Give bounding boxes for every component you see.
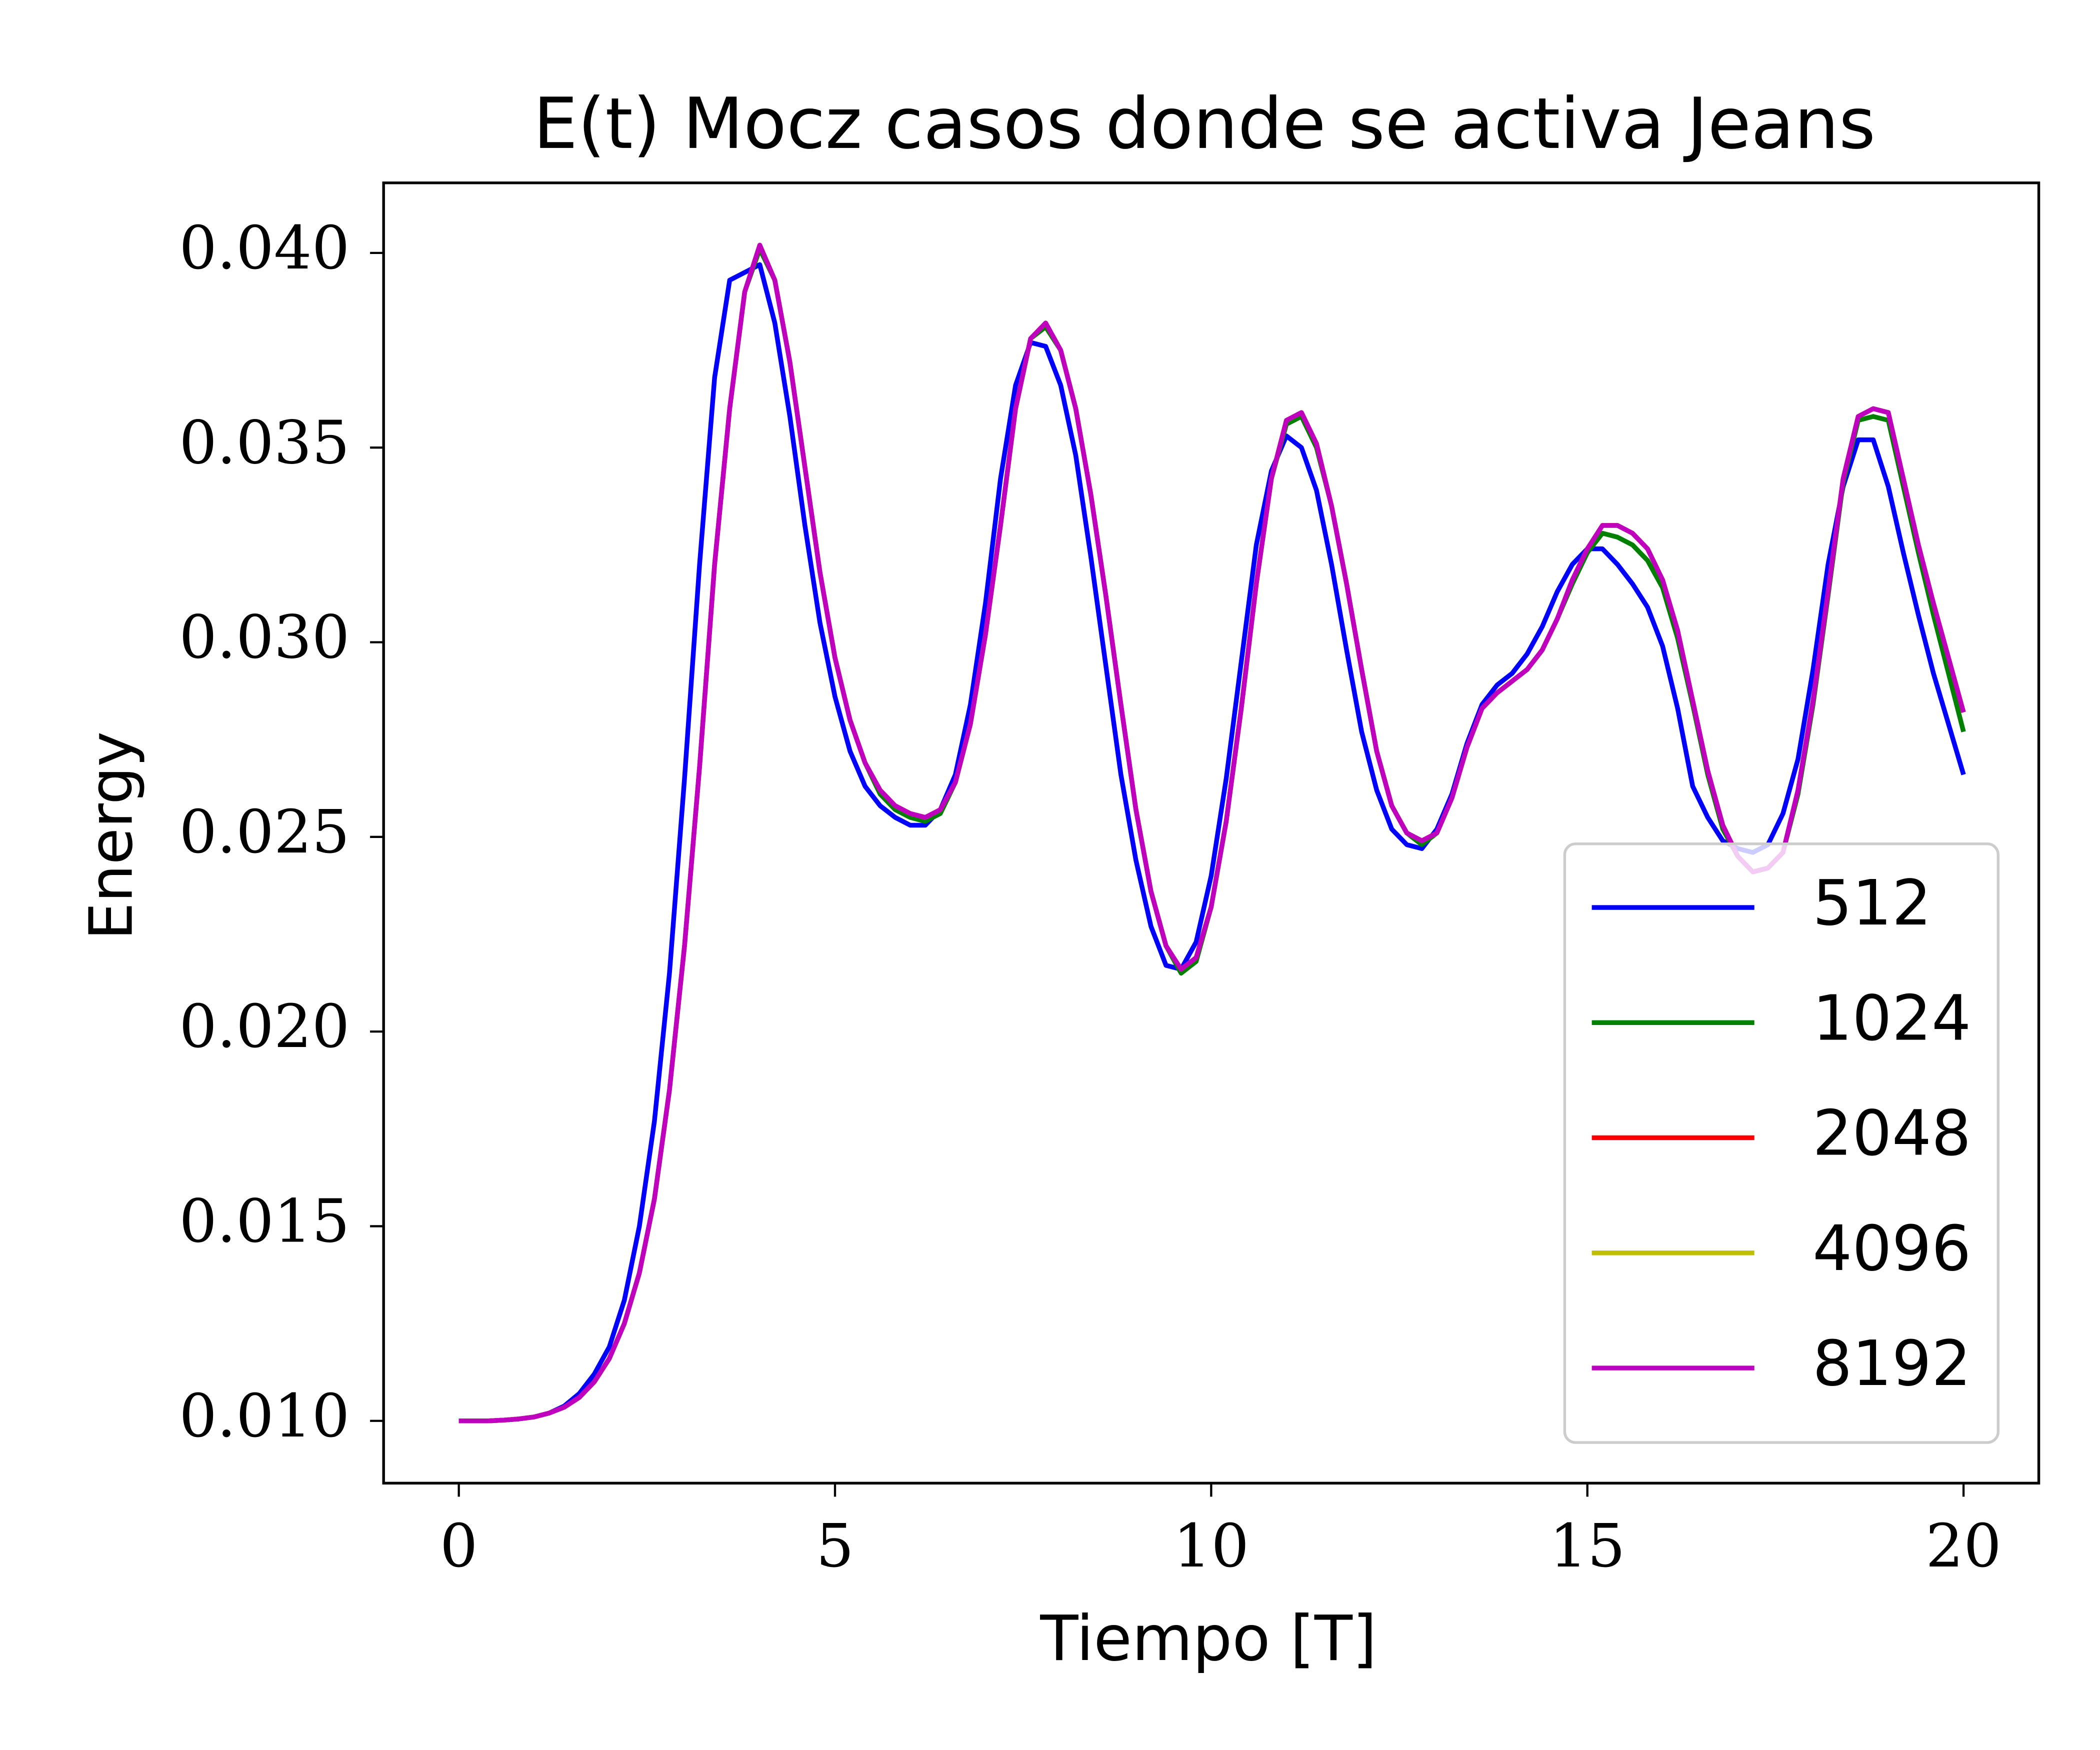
legend-label: 512 — [1812, 867, 1932, 940]
y-tick-label: 0.010 — [179, 1382, 350, 1451]
x-tick-label: 0 — [440, 1512, 478, 1581]
legend: 512 1024 2048 4096 8192 — [1563, 842, 2000, 1444]
y-tick-label: 0.015 — [179, 1187, 350, 1256]
y-tick-label: 0.020 — [179, 992, 350, 1062]
y-tick-label: 0.025 — [179, 798, 350, 867]
plot-frame — [382, 182, 2040, 1485]
y-tick-label: 0.040 — [179, 214, 350, 283]
y-tick-label: 0.035 — [179, 408, 350, 478]
series-line — [458, 262, 1966, 1424]
legend-label: 1024 — [1812, 982, 1971, 1054]
legend-label: 2048 — [1812, 1098, 1971, 1170]
x-tick-label: 5 — [816, 1512, 854, 1581]
legend-box — [1563, 842, 2000, 1444]
x-axis-label: Tiempo [T] — [1040, 1602, 1376, 1675]
y-tick-label: 0.030 — [179, 603, 350, 672]
series-line — [458, 242, 1966, 1424]
x-tick-label: 10 — [1174, 1512, 1250, 1581]
x-tick-label: 15 — [1550, 1512, 1626, 1581]
legend-label: 4096 — [1812, 1212, 1971, 1285]
legend-label: 8192 — [1812, 1328, 1971, 1400]
x-tick-label: 20 — [1926, 1512, 2002, 1581]
chart-title: E(t) Mocz casos donde se activa Jeans — [534, 83, 1876, 165]
y-axis-label: Energy — [77, 732, 146, 940]
